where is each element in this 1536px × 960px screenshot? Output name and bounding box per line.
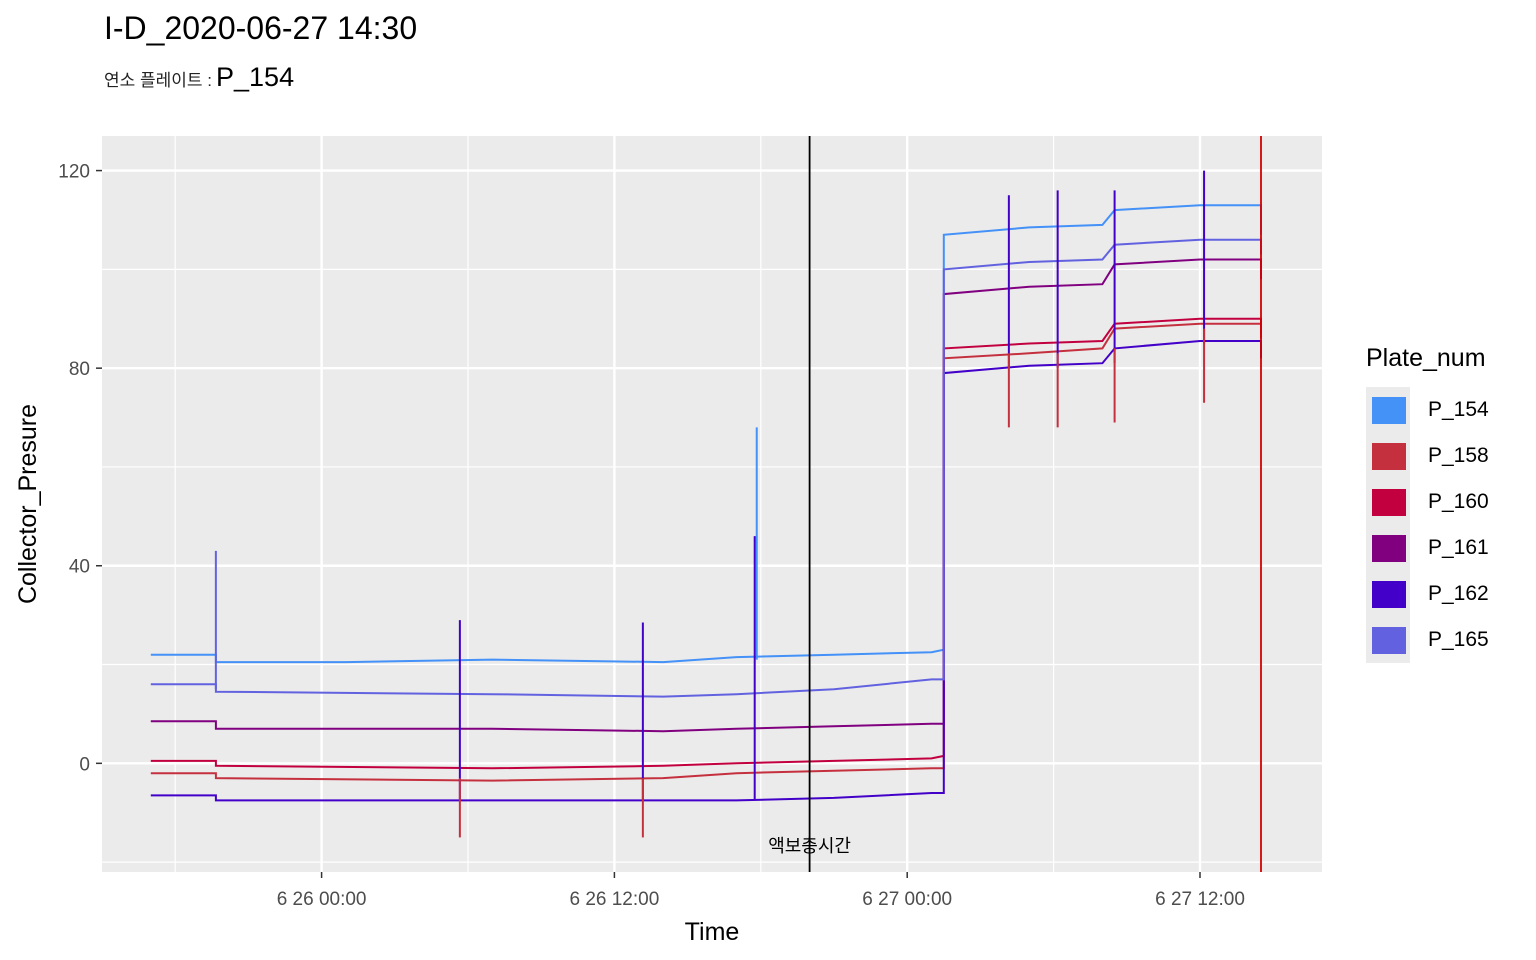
chart-subtitle: 연소 플레이트 : P_154 [104, 62, 294, 93]
chart-title: I-D_2020-06-27 14:30 [104, 10, 418, 46]
legend-key [1366, 479, 1410, 525]
legend-swatch [1372, 489, 1406, 516]
x-axis-title: Time [685, 918, 740, 946]
legend-item: P_158 [1366, 433, 1489, 479]
legend-item: P_154 [1366, 387, 1489, 433]
legend-label: P_162 [1428, 582, 1489, 605]
y-tick-label: 40 [69, 557, 90, 578]
legend-item: P_161 [1366, 525, 1489, 571]
legend-swatch [1372, 627, 1406, 654]
legend-label: P_165 [1428, 628, 1489, 651]
legend-key [1366, 387, 1410, 433]
legend-swatch [1372, 535, 1406, 562]
x-tick-label: 6 26 12:00 [569, 889, 659, 910]
series-line-p-154 [150, 204, 1262, 664]
legend-item: P_160 [1366, 479, 1489, 525]
x-tick-label: 6 27 00:00 [862, 889, 952, 910]
y-tick-label: 120 [58, 162, 90, 183]
series-line-p-160 [150, 317, 1262, 770]
x-tick-label: 6 26 00:00 [277, 889, 367, 910]
legend-title: Plate_num [1366, 344, 1486, 372]
legend-key [1366, 433, 1410, 479]
legend-label: P_154 [1428, 398, 1489, 421]
grid-minor [102, 136, 1322, 872]
legend-label: P_161 [1428, 536, 1489, 559]
legend: Plate_num P_154 P_158 P_160 P_161 P_162 P_165 [1366, 344, 1489, 663]
legend-item: P_165 [1366, 617, 1489, 663]
legend-swatch [1372, 397, 1406, 424]
y-tick-label: 0 [79, 754, 90, 775]
legend-swatch [1372, 443, 1406, 470]
subtitle-label: 연소 플레이트 : [104, 71, 213, 90]
plot-panel [102, 136, 1322, 872]
legend-key [1366, 571, 1410, 617]
series-line-p-165 [150, 238, 1262, 698]
reference-line-label: 액보충시간 [768, 836, 851, 857]
legend-key [1366, 525, 1410, 571]
legend-item: P_162 [1366, 571, 1489, 617]
spike-layer [214, 170, 1206, 838]
subtitle-value: P_154 [216, 62, 295, 92]
legend-items: P_154 P_158 P_160 P_161 P_162 P_165 [1366, 387, 1489, 663]
y-axis-title: Collector_Presure [14, 404, 42, 604]
vline-layer: 액보충시간 [768, 136, 1262, 872]
legend-label: P_160 [1428, 490, 1489, 513]
legend-label: P_158 [1428, 444, 1489, 467]
y-tick-label: 80 [69, 359, 90, 380]
series-line-p-158 [150, 322, 1262, 782]
x-tick-label: 6 27 12:00 [1155, 889, 1245, 910]
ticks-layer: 6 26 00:00 6 26 12:00 6 27 00:00 6 27 12:00… [58, 162, 1245, 910]
series-line-p-161 [150, 258, 1262, 733]
legend-key [1366, 617, 1410, 663]
series-layer [150, 204, 1262, 802]
series-line-p-162 [150, 340, 1262, 802]
legend-swatch [1372, 581, 1406, 608]
